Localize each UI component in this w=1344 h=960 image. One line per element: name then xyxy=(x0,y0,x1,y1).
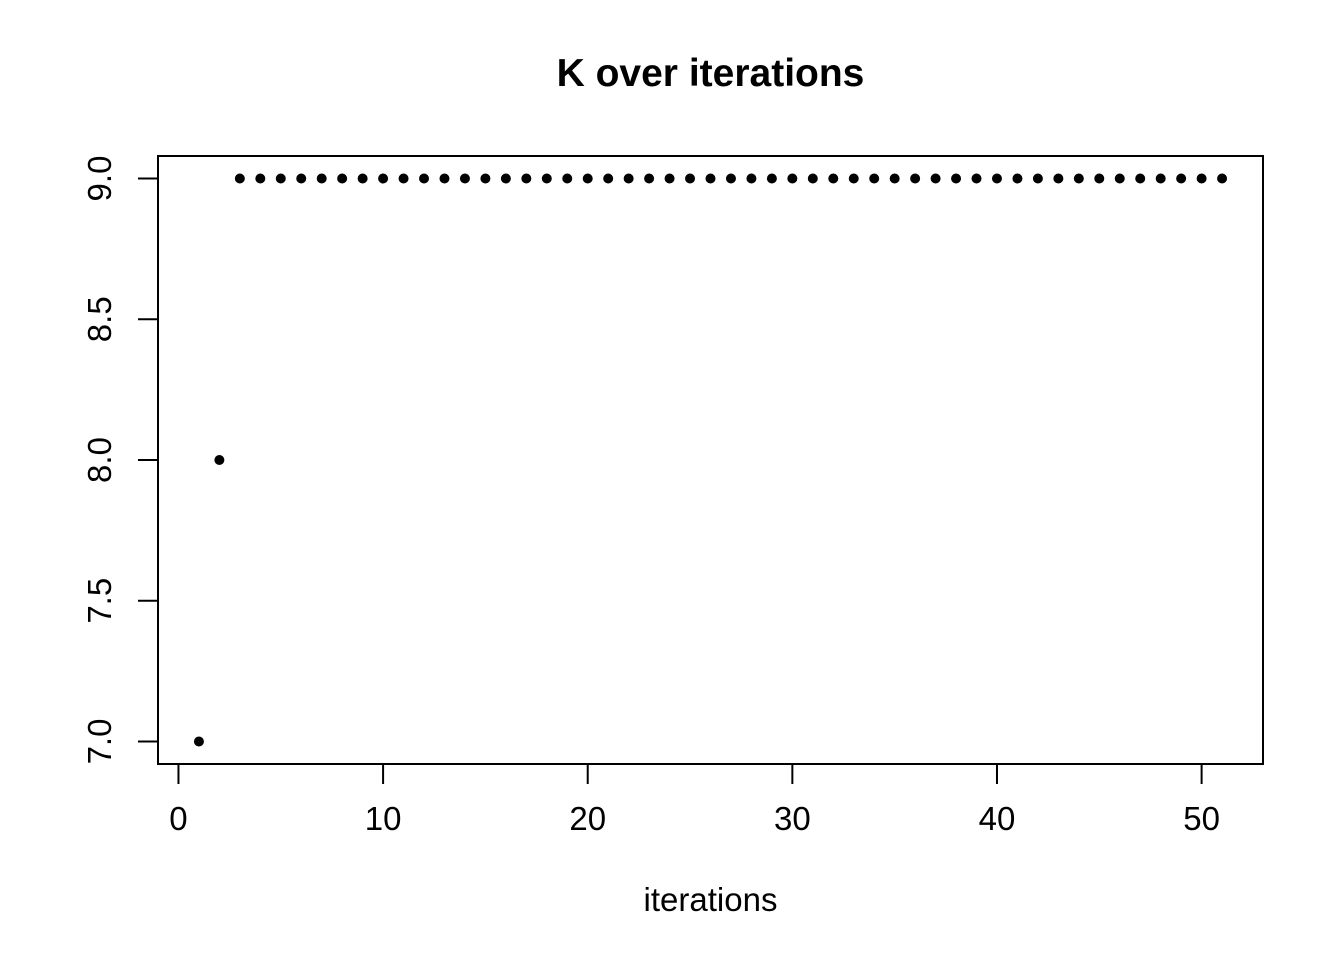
data-point xyxy=(316,173,327,184)
data-point xyxy=(439,173,450,184)
x-tick-label: 10 xyxy=(365,800,402,837)
data-point xyxy=(889,173,900,184)
data-point xyxy=(500,173,511,184)
data-point xyxy=(1176,173,1187,184)
data-point xyxy=(255,173,266,184)
plot-box xyxy=(157,155,1264,765)
data-point xyxy=(664,173,675,184)
data-point xyxy=(1073,173,1084,184)
y-tick-label: 8.5 xyxy=(81,296,118,342)
data-point xyxy=(419,173,430,184)
data-point xyxy=(541,173,552,184)
data-point xyxy=(971,173,982,184)
data-point xyxy=(214,455,225,465)
data-point xyxy=(1135,173,1146,184)
data-point xyxy=(521,173,532,184)
x-tick-label: 50 xyxy=(1183,800,1220,837)
data-point xyxy=(562,173,573,184)
data-point xyxy=(910,173,921,184)
data-point xyxy=(705,173,716,184)
data-point xyxy=(869,173,880,184)
x-tick-label: 40 xyxy=(979,800,1016,837)
data-point xyxy=(275,173,286,184)
data-point xyxy=(930,173,941,184)
y-tick-label: 8.0 xyxy=(81,437,118,483)
data-point xyxy=(1155,173,1166,184)
data-point xyxy=(193,736,204,747)
data-point xyxy=(378,173,389,184)
data-point xyxy=(766,173,777,184)
data-point xyxy=(1053,173,1064,184)
y-tick-label: 9.0 xyxy=(81,156,118,202)
data-point xyxy=(991,173,1002,184)
x-tick-label: 0 xyxy=(169,800,187,837)
chart-title: K over iterations xyxy=(556,52,865,95)
data-point xyxy=(951,173,962,184)
data-point xyxy=(725,173,736,184)
data-point xyxy=(1196,173,1207,184)
data-point xyxy=(1114,173,1125,184)
data-point xyxy=(685,173,696,184)
data-point xyxy=(459,173,470,184)
data-point xyxy=(623,173,634,184)
x-tick-label: 20 xyxy=(569,800,606,837)
data-point xyxy=(1217,173,1228,184)
data-point xyxy=(807,173,818,184)
data-point xyxy=(644,173,655,184)
data-point xyxy=(1094,173,1105,184)
data-point xyxy=(848,173,859,184)
data-point xyxy=(582,173,593,184)
data-point xyxy=(234,173,245,184)
x-tick-label: 30 xyxy=(774,800,811,837)
data-point xyxy=(1032,173,1043,184)
data-point xyxy=(746,173,757,184)
y-tick-label: 7.5 xyxy=(81,578,118,624)
data-point xyxy=(357,173,368,184)
data-point xyxy=(480,173,491,184)
data-point xyxy=(787,173,798,184)
data-point xyxy=(296,173,307,184)
data-point xyxy=(828,173,839,184)
y-tick-label: 7.0 xyxy=(81,719,118,765)
data-point xyxy=(337,173,348,184)
data-point xyxy=(603,173,614,184)
x-axis-label: iterations xyxy=(643,881,778,918)
data-point xyxy=(1012,173,1023,184)
data-point xyxy=(398,173,409,184)
